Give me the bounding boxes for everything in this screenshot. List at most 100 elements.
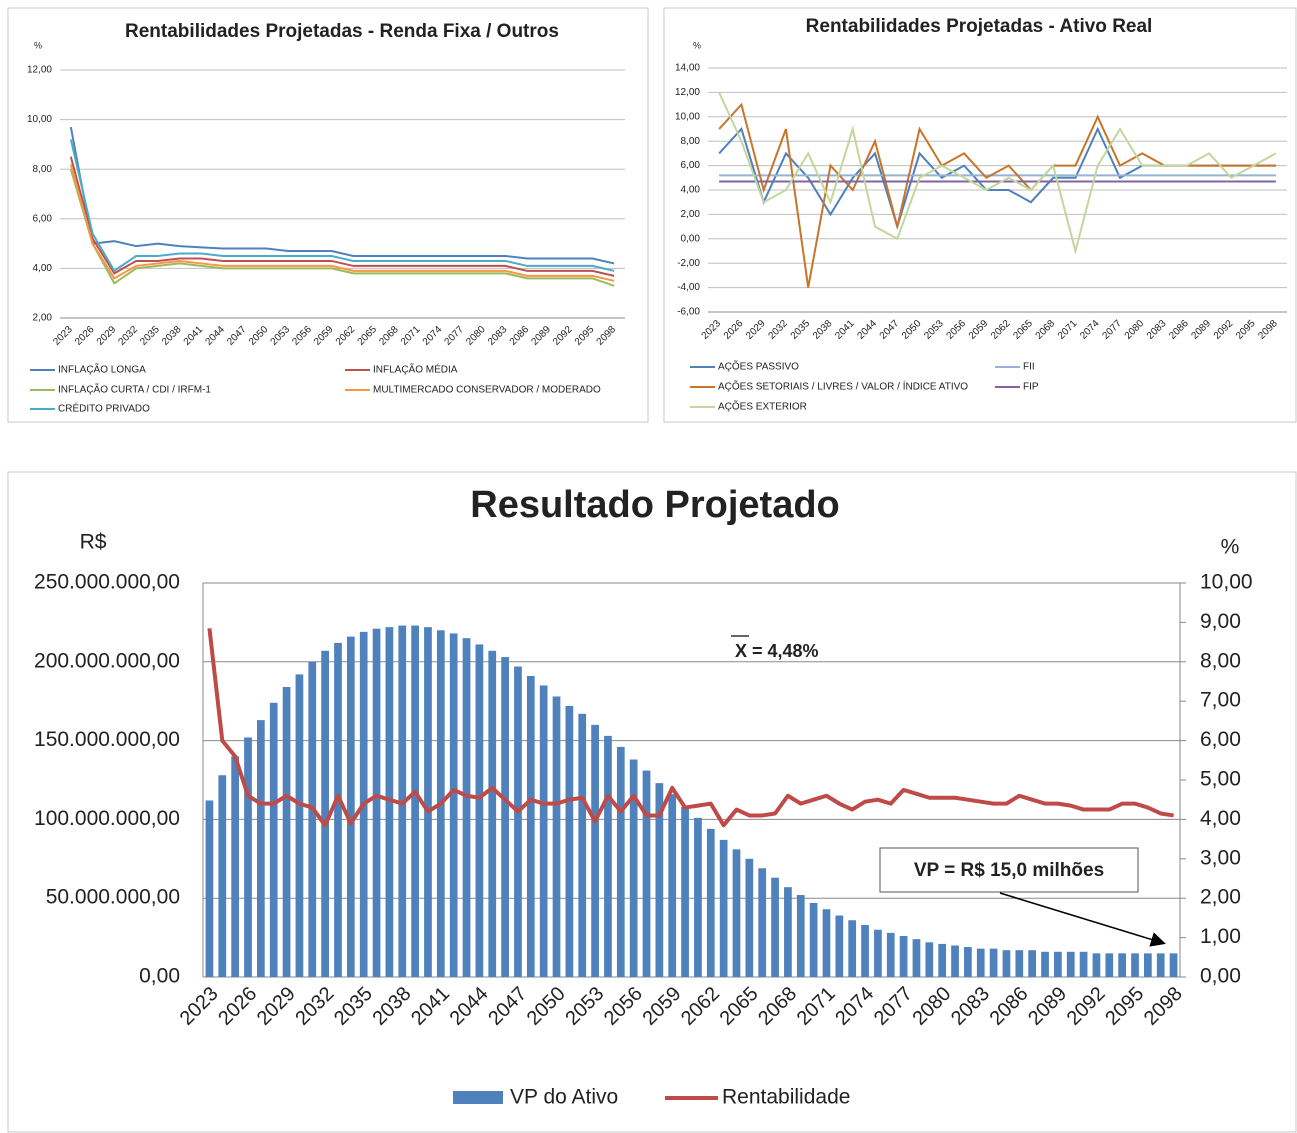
- y-tick-label: 12,00: [27, 65, 52, 76]
- y-axis-label: R$: [80, 531, 107, 554]
- y-tick-label: -6,00: [677, 307, 700, 318]
- bar: [372, 628, 381, 977]
- legend-label: INFLAÇÃO MÉDIA: [373, 363, 458, 376]
- bar: [796, 895, 805, 977]
- bar: [1041, 951, 1049, 977]
- legend-label: INFLAÇÃO CURTA / CDI / IRFM-1: [58, 383, 211, 396]
- bar: [668, 794, 677, 977]
- y-tick-label: 2,00: [681, 209, 701, 220]
- legend-label: AÇÕES PASSIVO: [718, 360, 799, 373]
- legend-swatch: [453, 1091, 503, 1104]
- chart-title: Rentabilidades Projetadas - Renda Fixa /…: [125, 21, 559, 42]
- y-tick-label: 12,00: [675, 87, 700, 98]
- series-line: [207, 628, 1174, 828]
- y2-tick-label: 9,00: [1200, 610, 1241, 633]
- series-line: [69, 139, 615, 273]
- legend-label: FIP: [1023, 382, 1039, 393]
- bar: [526, 675, 535, 977]
- y-tick-label: 200.000.000,00: [34, 649, 180, 672]
- bar: [321, 650, 329, 977]
- y-tick-label: 4,00: [681, 185, 701, 196]
- bar: [218, 775, 227, 977]
- bar: [424, 627, 432, 977]
- bar: [334, 642, 342, 977]
- bar: [385, 627, 394, 977]
- y2-tick-label: 2,00: [1200, 886, 1241, 909]
- bar: [1079, 951, 1088, 977]
- panel-frame: [663, 7, 1297, 423]
- y2-tick-label: 6,00: [1200, 728, 1241, 751]
- bar: [1105, 953, 1114, 977]
- bar: [835, 915, 844, 977]
- bar: [706, 828, 715, 977]
- bar: [964, 947, 972, 977]
- bar: [861, 924, 869, 977]
- bar: [976, 948, 985, 977]
- legend-label: INFLAÇÃO LONGA: [58, 363, 146, 376]
- bar: [1015, 950, 1024, 977]
- bar: [1066, 951, 1075, 977]
- legend-label: Rentabilidade: [722, 1086, 850, 1109]
- bar: [681, 806, 689, 977]
- y-tick-label: 6,00: [33, 213, 53, 224]
- y-tick-label: -2,00: [677, 258, 700, 269]
- bar: [629, 759, 638, 977]
- y-tick-label: 150.000.000,00: [34, 728, 180, 751]
- y-tick-label: 2,00: [33, 313, 53, 324]
- y2-tick-label: 7,00: [1200, 689, 1241, 712]
- legend-label: AÇÕES EXTERIOR: [718, 400, 807, 413]
- bar: [1028, 950, 1037, 977]
- series-line: [718, 91, 1277, 255]
- legend-label: AÇÕES SETORIAIS / LIVRES / VALOR / ÍNDIC…: [718, 380, 968, 393]
- series-line: [69, 168, 615, 287]
- y-tick-label: 10,00: [27, 114, 52, 125]
- bar: [989, 948, 998, 977]
- legend-label: VP do Ativo: [510, 1086, 618, 1109]
- bar: [642, 770, 651, 977]
- bar: [604, 735, 612, 977]
- y2-tick-label: 3,00: [1200, 846, 1241, 869]
- bar: [719, 839, 728, 977]
- bar: [244, 737, 252, 977]
- bar: [925, 942, 934, 977]
- bar: [411, 625, 419, 977]
- bar: [475, 644, 484, 977]
- bar: [1092, 953, 1101, 977]
- bar: [1156, 953, 1165, 977]
- bar: [539, 685, 548, 977]
- bar: [616, 746, 625, 977]
- panel-frame: [7, 7, 649, 423]
- bar: [1118, 953, 1127, 977]
- legend-label: MULTIMERCADO CONSERVADOR / MODERADO: [373, 385, 601, 396]
- y-tick-label: -4,00: [677, 282, 700, 293]
- bar: [514, 666, 522, 977]
- y-tick-label: 50.000.000,00: [46, 886, 180, 909]
- y2-tick-label: 8,00: [1200, 649, 1241, 672]
- y-tick-label: 14,00: [675, 63, 700, 74]
- y-axis-label: %: [34, 40, 42, 50]
- bar: [565, 705, 574, 977]
- y-tick-label: 6,00: [681, 160, 701, 171]
- bar: [732, 849, 741, 977]
- y-tick-label: 4,00: [33, 263, 53, 274]
- y2-tick-label: 5,00: [1200, 768, 1241, 791]
- bar: [308, 661, 317, 977]
- y2-tick-label: 1,00: [1200, 925, 1241, 948]
- annotation-arrow: [999, 892, 1166, 947]
- y2-tick-label: 10,00: [1200, 571, 1253, 594]
- bar: [449, 633, 458, 977]
- bar: [1002, 950, 1011, 977]
- bar: [758, 868, 767, 977]
- y-tick-label: 8,00: [33, 164, 53, 175]
- bar: [809, 902, 818, 977]
- bar: [1054, 951, 1062, 977]
- bar: [938, 943, 947, 977]
- panel-frame: [7, 471, 1297, 1133]
- y-tick-label: 0,00: [681, 233, 701, 244]
- bar: [346, 636, 355, 977]
- bar: [295, 674, 304, 977]
- y2-tick-label: 4,00: [1200, 807, 1241, 830]
- chart-title: Rentabilidades Projetadas - Ativo Real: [806, 16, 1153, 37]
